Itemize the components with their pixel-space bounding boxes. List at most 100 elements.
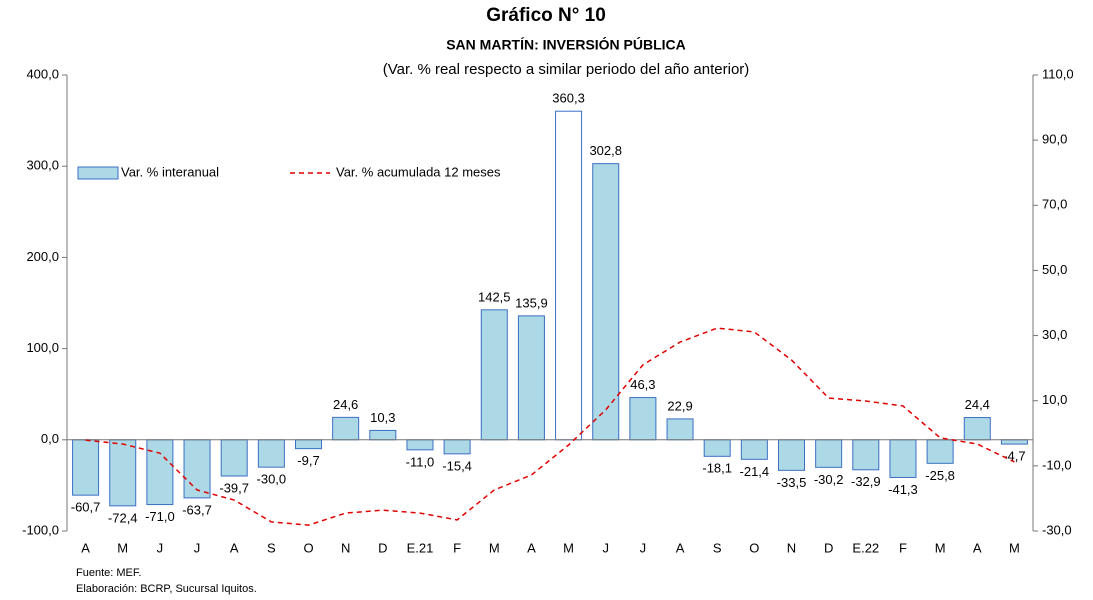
x-tick-label: N: [341, 540, 350, 555]
bar: [183, 439, 211, 499]
bar: [592, 163, 620, 441]
data-label: -32,9: [851, 474, 881, 489]
credit: Elaboración: BCRP, Sucursal Iquitos.: [76, 583, 257, 595]
y2-tick-label: 10,0: [1042, 392, 1067, 407]
legend-swatch: [77, 166, 119, 180]
y2-tick-label: 110,0: [1042, 66, 1074, 81]
x-tick-label: A: [527, 540, 536, 555]
data-label: -15,4: [442, 458, 472, 473]
data-label: -9,7: [297, 453, 319, 468]
bar: [294, 439, 323, 450]
chart-note: (Var. % real respecto a similar periodo …: [383, 61, 750, 78]
bar: [889, 439, 917, 478]
data-label: 360,3: [552, 91, 585, 106]
data-label: -11,0: [406, 454, 435, 469]
x-tick-label: F: [453, 540, 461, 555]
x-tick-label: D: [824, 540, 833, 555]
bar: [703, 439, 731, 457]
bar: [146, 439, 174, 506]
y-tick-label: -100,0: [22, 522, 59, 537]
data-label: 24,6: [333, 397, 358, 412]
data-label: 24,4: [965, 397, 990, 412]
chart-subtitle: SAN MARTÍN: INVERSIÓN PÚBLICA: [446, 36, 686, 53]
data-label: -41,3: [888, 482, 918, 497]
x-tick-label: A: [676, 540, 685, 555]
x-tick-label: M: [489, 540, 500, 555]
x-tick-label: F: [899, 540, 907, 555]
y-tick-label: 200,0: [26, 249, 59, 264]
bar: [963, 417, 991, 441]
x-tick-label: S: [713, 540, 722, 555]
y2-tick-label: 50,0: [1042, 262, 1067, 277]
x-tick-label: J: [194, 540, 201, 555]
data-label: -18,1: [702, 461, 732, 476]
data-label: -60,7: [71, 500, 101, 515]
legend-label: Var. % interanual: [121, 164, 219, 179]
x-tick-label: J: [602, 540, 609, 555]
bar: [740, 439, 768, 460]
bar: [517, 315, 545, 441]
data-label: -30,0: [257, 472, 287, 487]
x-tick-label: O: [749, 540, 759, 555]
x-tick-label: S: [267, 540, 276, 555]
data-label: -25,8: [925, 468, 955, 483]
x-tick-label: N: [787, 540, 796, 555]
x-tick-label: A: [973, 540, 982, 555]
y2-tick-label: -10,0: [1042, 457, 1072, 472]
y-tick-label: 400,0: [26, 66, 59, 81]
data-label: -33,5: [777, 475, 807, 490]
source: Fuente: MEF.: [76, 567, 141, 579]
x-tick-label: E.22: [852, 540, 879, 555]
data-label: 10,3: [370, 410, 395, 425]
data-label: -30,2: [814, 472, 844, 487]
bar: [72, 439, 100, 496]
x-tick-label: A: [81, 540, 90, 555]
x-tick-label: M: [563, 540, 574, 555]
bar: [332, 416, 360, 441]
data-label: -71,0: [145, 509, 175, 524]
bar: [926, 439, 954, 464]
bar: [852, 439, 880, 471]
bar: [815, 439, 843, 468]
y2-tick-label: 30,0: [1042, 327, 1067, 342]
chart-title: Gráfico N° 10: [486, 5, 606, 26]
y2-tick-label: -30,0: [1042, 522, 1072, 537]
legend-label: Var. % acumulada 12 meses: [336, 164, 501, 179]
bar: [1000, 439, 1028, 445]
bar: [777, 439, 806, 471]
x-tick-label: M: [117, 540, 128, 555]
bar: [257, 439, 285, 468]
bar: [443, 439, 471, 455]
y2-tick-label: 90,0: [1042, 132, 1067, 147]
bar: [666, 418, 694, 441]
x-tick-label: M: [935, 540, 946, 555]
data-label: 302,8: [589, 143, 622, 158]
data-label: -4,7: [1003, 449, 1025, 464]
bar: [109, 439, 137, 507]
y-tick-label: 300,0: [26, 158, 59, 173]
data-label: 22,9: [667, 398, 692, 413]
bar: [369, 429, 397, 441]
data-label: -21,4: [740, 464, 770, 479]
data-label: 142,5: [478, 289, 511, 304]
x-tick-label: A: [230, 540, 239, 555]
bar: [406, 439, 434, 451]
x-tick-label: E.21: [407, 540, 434, 555]
bar: [220, 439, 248, 477]
x-tick-label: J: [640, 540, 647, 555]
data-label: 135,9: [515, 295, 548, 310]
bar: [629, 397, 657, 441]
line: [85, 327, 1015, 526]
x-tick-label: M: [1009, 540, 1020, 555]
x-tick-label: O: [303, 540, 313, 555]
bar: [555, 110, 583, 441]
data-label: 46,3: [630, 377, 655, 392]
bar: [480, 309, 508, 441]
x-tick-label: J: [157, 540, 164, 555]
x-tick-label: D: [378, 540, 387, 555]
y-tick-label: 100,0: [26, 340, 59, 355]
data-label: -39,7: [219, 480, 249, 495]
y2-tick-label: 70,0: [1042, 197, 1067, 212]
y-tick-label: 0,0: [41, 431, 59, 446]
